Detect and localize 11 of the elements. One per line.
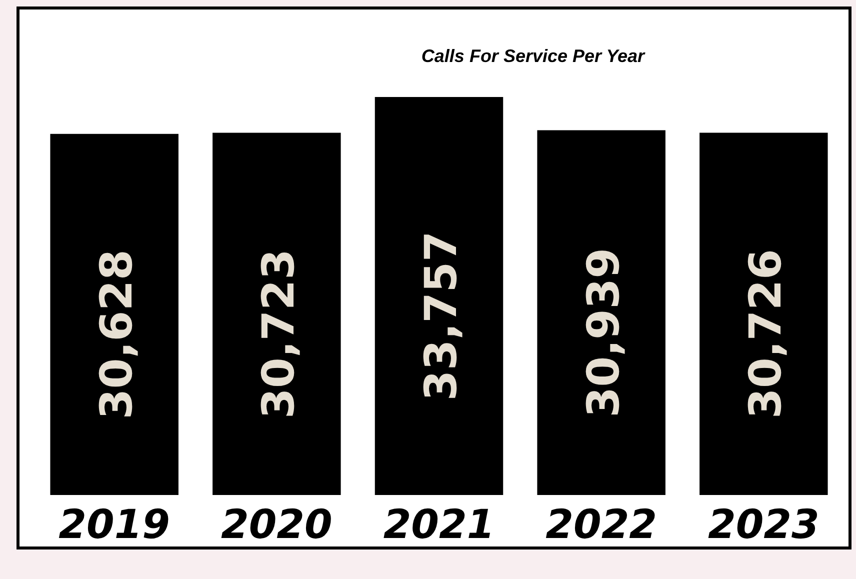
x-tick-label: 2020 (221, 502, 332, 548)
x-tick-label: 2022 (546, 502, 657, 548)
data-label: 30,726 (740, 248, 792, 419)
x-tick-label: 2021 (383, 502, 495, 548)
data-label: 30,723 (254, 248, 305, 419)
data-label: 30,628 (91, 250, 142, 420)
x-tick-label: 2023 (708, 502, 820, 548)
data-label: 33,757 (416, 231, 467, 401)
data-label: 30,939 (578, 248, 630, 418)
x-tick-label: 2019 (58, 502, 170, 548)
chart-title: Calls For Service Per Year (421, 46, 646, 66)
